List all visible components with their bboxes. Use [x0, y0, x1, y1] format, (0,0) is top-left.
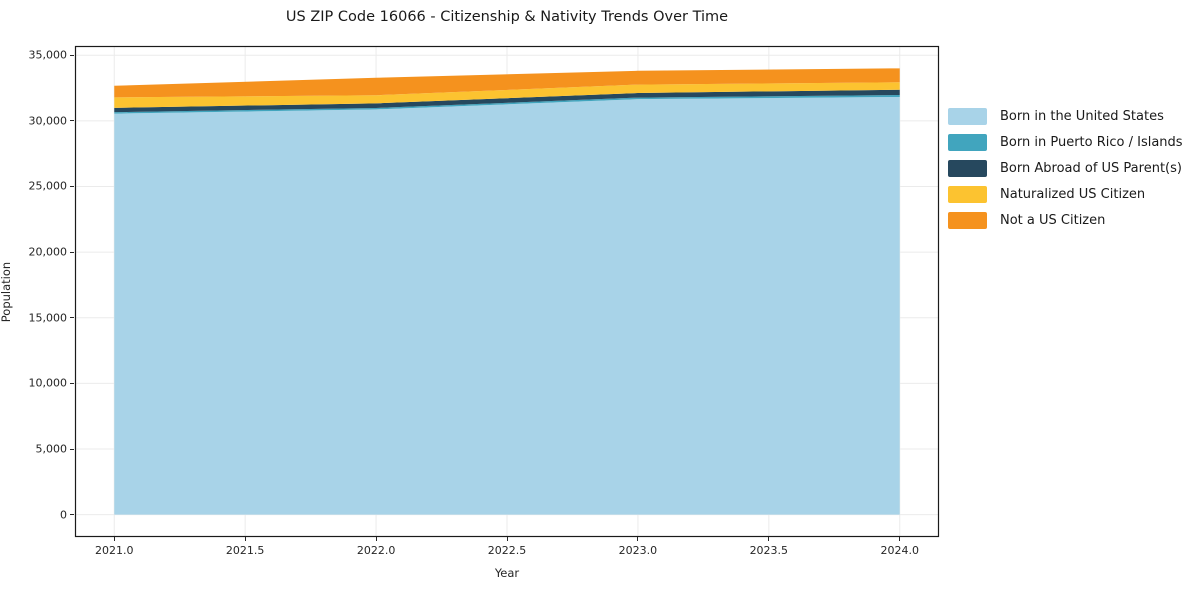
legend-swatch	[948, 159, 987, 177]
area-series	[114, 82, 900, 108]
y-tick-mark	[70, 54, 74, 56]
area-series	[114, 68, 900, 98]
y-tick-label: 25,000	[28, 179, 68, 193]
legend-swatch	[948, 211, 987, 229]
legend: Born in the United States Born in Puerto …	[948, 103, 1183, 233]
legend-label: Born in the United States	[1000, 108, 1164, 124]
area-series	[114, 89, 900, 113]
y-tick-mark	[70, 185, 74, 187]
legend-label: Born in Puerto Rico / Islands	[1000, 134, 1183, 150]
chart-title: US ZIP Code 16066 - Citizenship & Nativi…	[285, 9, 729, 25]
x-tick-mark	[506, 537, 508, 541]
x-tick-mark	[899, 537, 901, 541]
x-tick-mark	[768, 537, 770, 541]
y-tick-label: 5,000	[35, 442, 68, 456]
legend-swatch	[948, 107, 987, 125]
legend-swatch	[948, 185, 987, 203]
y-tick-label: 10,000	[28, 376, 68, 390]
y-tick-label: 15,000	[28, 311, 68, 325]
legend-item: Naturalized US Citizen	[948, 181, 1183, 207]
x-tick-mark	[637, 537, 639, 541]
x-tick-label: 2021.5	[225, 544, 265, 557]
legend-label: Naturalized US Citizen	[1000, 186, 1146, 202]
y-tick-label: 35,000	[28, 48, 68, 62]
legend-label: Born Abroad of US Parent(s)	[1000, 160, 1182, 176]
legend-item: Not a US Citizen	[948, 207, 1183, 233]
area-series	[114, 96, 900, 515]
legend-item: Born in Puerto Rico / Islands	[948, 129, 1183, 155]
y-tick-label: 30,000	[28, 114, 68, 128]
legend-label: Not a US Citizen	[1000, 212, 1106, 228]
x-tick-label: 2024.0	[880, 544, 919, 557]
plot-spines	[74, 45, 940, 538]
legend-item: Born in the United States	[948, 103, 1183, 129]
y-tick-mark	[70, 120, 74, 122]
area-series	[114, 94, 900, 114]
x-tick-mark	[244, 537, 246, 541]
x-axis-label: Year	[494, 566, 520, 580]
y-tick-mark	[70, 514, 74, 516]
x-tick-label: 2023.0	[618, 544, 658, 557]
y-axis-label: Population	[0, 261, 13, 323]
plot-area	[74, 45, 940, 538]
y-tick-mark	[70, 448, 74, 450]
legend-swatch	[948, 133, 987, 151]
x-tick-label: 2022.0	[356, 544, 396, 557]
x-tick-label: 2021.0	[95, 544, 134, 557]
y-tick-mark	[70, 382, 74, 384]
x-tick-mark	[375, 537, 377, 541]
y-tick-mark	[70, 317, 74, 319]
legend-item: Born Abroad of US Parent(s)	[948, 155, 1183, 181]
y-tick-label: 0	[60, 508, 67, 522]
x-tick-mark	[113, 537, 115, 541]
x-tick-label: 2022.5	[487, 544, 527, 557]
y-tick-mark	[70, 251, 74, 253]
x-tick-label: 2023.5	[749, 544, 789, 557]
stacked-area-canvas	[74, 45, 940, 538]
y-tick-label: 20,000	[28, 245, 68, 259]
